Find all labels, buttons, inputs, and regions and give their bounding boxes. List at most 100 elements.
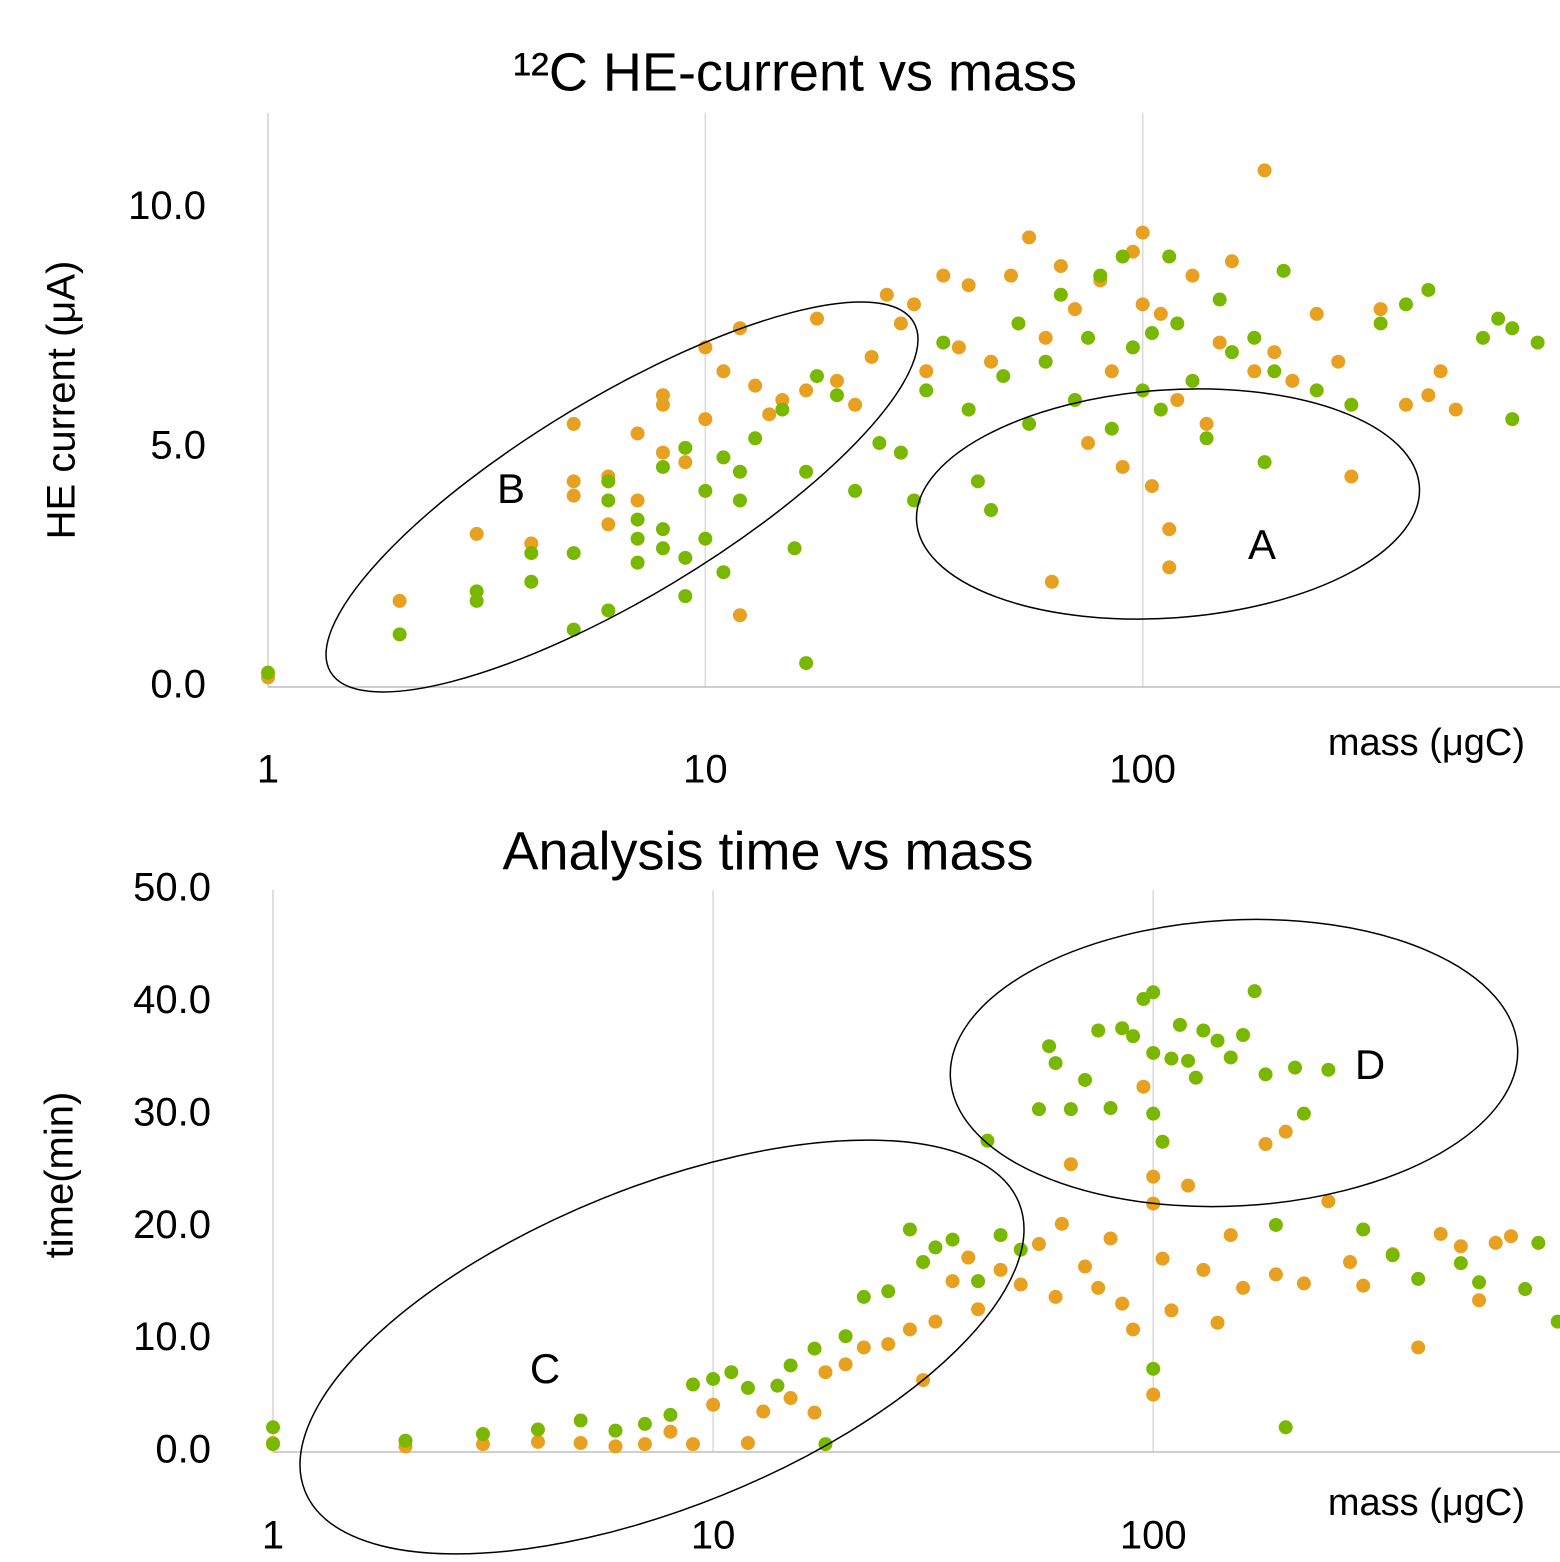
point <box>1505 412 1520 427</box>
point <box>864 349 879 364</box>
point <box>1031 1237 1046 1252</box>
point <box>1247 984 1262 999</box>
point <box>818 1365 833 1380</box>
point <box>881 1337 896 1352</box>
point <box>971 1274 986 1289</box>
point <box>630 555 645 570</box>
point <box>630 426 645 441</box>
point <box>907 297 921 312</box>
point <box>1011 316 1026 331</box>
point <box>1135 297 1150 312</box>
point <box>261 665 275 680</box>
point <box>1309 383 1324 398</box>
point <box>980 1133 995 1148</box>
point <box>872 436 887 451</box>
y-tick-label: 30.0 <box>133 1090 211 1134</box>
point <box>1268 1267 1283 1282</box>
annotation-label: A <box>1248 521 1276 568</box>
y-tick-label: 40.0 <box>133 978 211 1022</box>
point <box>1103 1231 1118 1246</box>
point <box>1164 1051 1179 1066</box>
point <box>469 584 484 599</box>
point <box>1144 479 1159 494</box>
point <box>756 1404 771 1419</box>
point <box>1199 416 1214 431</box>
point <box>469 593 484 608</box>
point <box>893 316 908 331</box>
point <box>1236 1027 1251 1042</box>
y-tick-label: 0.0 <box>150 663 206 707</box>
point <box>838 1357 853 1372</box>
point <box>1398 297 1413 312</box>
point <box>1031 1102 1046 1117</box>
point <box>1278 1124 1293 1139</box>
point <box>893 445 908 460</box>
y-tick-label: 50.0 <box>133 866 211 910</box>
point <box>1146 1045 1161 1060</box>
point <box>663 1424 678 1439</box>
point <box>1067 302 1082 317</box>
point <box>809 311 824 326</box>
point <box>1503 1229 1518 1244</box>
point <box>1136 1079 1151 1094</box>
point <box>655 397 670 412</box>
point <box>945 1274 960 1289</box>
point <box>630 512 645 527</box>
point <box>1146 1106 1161 1121</box>
point <box>1115 249 1130 264</box>
point <box>1530 335 1545 350</box>
point <box>1433 364 1448 379</box>
point <box>655 459 670 474</box>
point <box>1288 1060 1303 1075</box>
x-tick-label: 100 <box>1120 1514 1187 1557</box>
point <box>573 1436 588 1451</box>
point <box>1164 1303 1179 1318</box>
point <box>530 1434 545 1449</box>
point <box>1135 383 1150 398</box>
point <box>1093 268 1108 283</box>
point <box>1453 1256 1468 1271</box>
point <box>961 278 976 293</box>
point <box>1223 1050 1238 1065</box>
point <box>1453 1239 1468 1254</box>
point <box>984 354 999 369</box>
point <box>655 541 670 556</box>
point <box>1038 354 1053 369</box>
point <box>748 431 763 446</box>
point <box>1135 225 1150 240</box>
point <box>984 503 999 518</box>
point <box>266 1420 280 1435</box>
point <box>732 464 747 479</box>
point <box>770 1378 785 1393</box>
point <box>1155 1251 1170 1266</box>
point <box>601 474 616 489</box>
point <box>1488 1235 1503 1250</box>
point <box>698 412 713 427</box>
point <box>1170 393 1185 407</box>
point <box>838 1329 853 1344</box>
point <box>1472 1293 1487 1308</box>
point <box>685 1437 700 1452</box>
point <box>1170 316 1185 331</box>
point <box>475 1427 490 1442</box>
point <box>1258 1137 1273 1152</box>
point <box>1144 326 1159 341</box>
point <box>1321 1194 1336 1209</box>
point <box>1224 345 1239 360</box>
point <box>630 531 645 546</box>
point <box>1013 1277 1028 1292</box>
point <box>1257 455 1272 470</box>
point <box>1078 1259 1093 1274</box>
point <box>775 402 790 417</box>
point <box>392 593 407 608</box>
point <box>1115 1296 1130 1311</box>
point <box>1257 163 1272 178</box>
point <box>601 603 616 618</box>
point <box>740 1380 755 1395</box>
annotation-label: D <box>1355 1041 1385 1088</box>
point <box>706 1397 721 1412</box>
point <box>1475 330 1490 345</box>
point <box>1185 268 1200 283</box>
point <box>881 1284 896 1299</box>
point <box>1081 330 1096 345</box>
